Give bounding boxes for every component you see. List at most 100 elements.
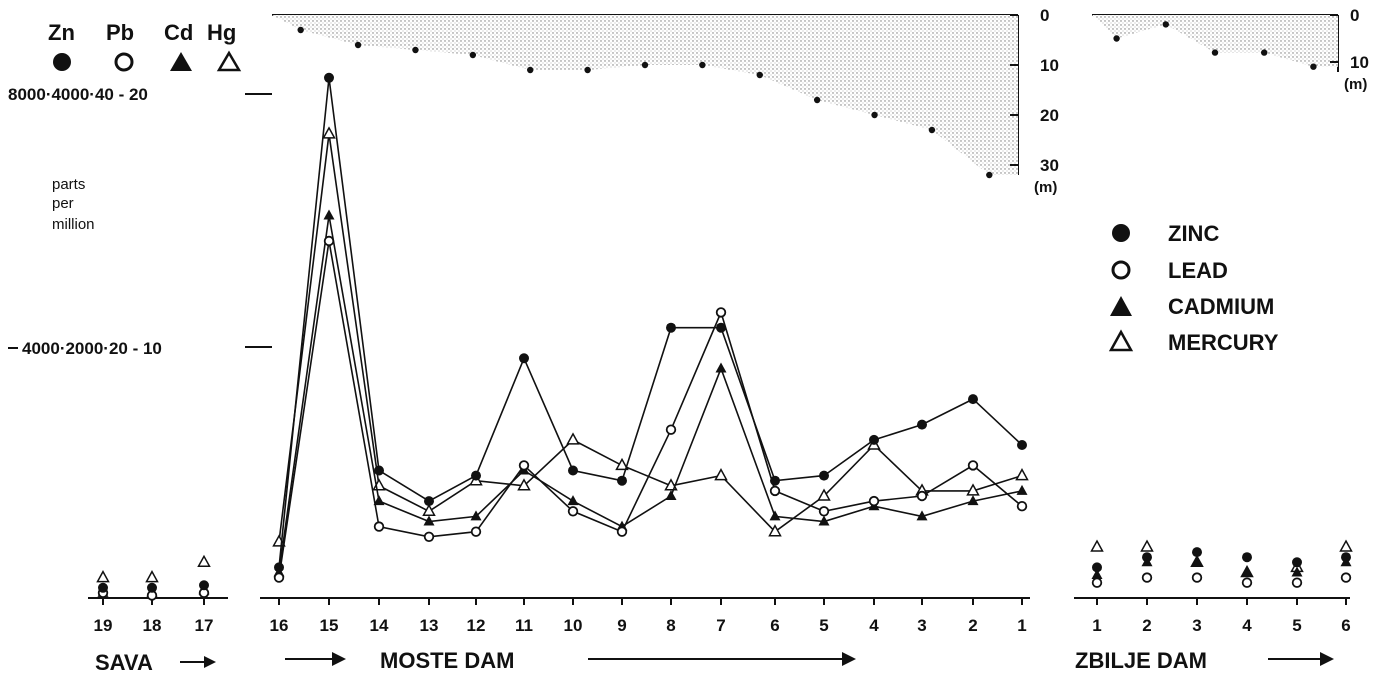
depth-tick-label-moste-0: 0 bbox=[1040, 6, 1049, 25]
group-label-sava: SAVA bbox=[95, 650, 153, 673]
point-cadmium-moste-5 bbox=[818, 515, 830, 526]
x-tick-label-zbilje-6: 6 bbox=[1341, 616, 1350, 635]
y-unit-line-3: million bbox=[52, 216, 95, 233]
point-mercury-sava-18 bbox=[145, 570, 159, 583]
depth-tick-label-zbilje-0: 0 bbox=[1350, 6, 1359, 25]
point-lead-moste-14 bbox=[373, 521, 385, 532]
point-cadmium-moste-15 bbox=[323, 209, 335, 220]
x-tick-label-moste-13: 13 bbox=[420, 616, 439, 635]
line-zinc-moste bbox=[278, 77, 1023, 568]
depth-point-moste-2 bbox=[412, 46, 419, 54]
legend-label-cadmium: CADMIUM bbox=[1168, 294, 1274, 319]
point-lead-zbilje-4 bbox=[1241, 577, 1253, 588]
point-mercury-moste-5 bbox=[817, 488, 831, 501]
depth-tick-label-moste-20: 20 bbox=[1040, 106, 1059, 125]
x-tick-label-zbilje-2: 2 bbox=[1142, 616, 1151, 635]
point-lead-moste-1 bbox=[1016, 501, 1028, 512]
legend-zinc-icon bbox=[1112, 224, 1130, 242]
depth-point-moste-10 bbox=[871, 111, 878, 119]
group-labels: SAVA MOSTE DAM ZBILJE DAM bbox=[95, 648, 1334, 673]
depth-point-zbilje-1 bbox=[1162, 21, 1170, 28]
depth-point-zbilje-4 bbox=[1310, 63, 1317, 70]
depth-point-moste-12 bbox=[986, 171, 993, 179]
x-tick-label-moste-4: 4 bbox=[869, 616, 879, 635]
scale-label-top: 8000·4000·40 - 20 bbox=[8, 85, 148, 104]
point-cadmium-zbilje-5 bbox=[1291, 566, 1303, 577]
point-zinc-moste-14 bbox=[374, 465, 384, 476]
x-tick-label-zbilje-5: 5 bbox=[1292, 616, 1301, 635]
sediment-area-zbilje bbox=[1092, 15, 1338, 67]
point-zinc-moste-3 bbox=[917, 419, 927, 430]
line-mercury-moste bbox=[278, 133, 1023, 542]
arrow-zbilje-icon bbox=[1268, 652, 1334, 666]
depth-point-moste-0 bbox=[297, 26, 304, 34]
depth-point-moste-9 bbox=[813, 96, 821, 104]
scale-label-mid: 4000·2000·20 - 10 bbox=[22, 339, 162, 358]
point-cadmium-moste-6 bbox=[769, 510, 781, 521]
point-mercury-moste-9 bbox=[615, 457, 629, 471]
point-zinc-zbilje-4 bbox=[1242, 552, 1252, 563]
filled-circle-icon bbox=[53, 53, 71, 71]
legend: ZINC LEAD CADMIUM MERCURY bbox=[1108, 221, 1279, 355]
series-lead bbox=[97, 235, 1352, 601]
point-lead-moste-4 bbox=[868, 495, 880, 507]
arrow-moste-end-icon bbox=[588, 652, 856, 666]
symbol-hg: Hg bbox=[207, 20, 236, 45]
depth-point-zbilje-2 bbox=[1211, 49, 1219, 56]
point-mercury-moste-11 bbox=[517, 478, 531, 491]
x-tick-label-moste-2: 2 bbox=[968, 616, 977, 635]
line-cadmium-moste bbox=[278, 215, 1023, 573]
point-lead-moste-9 bbox=[616, 526, 628, 537]
point-lead-moste-3 bbox=[916, 490, 928, 502]
x-tick-label-moste-16: 16 bbox=[270, 616, 289, 635]
point-mercury-moste-7 bbox=[714, 468, 728, 481]
x-tick-label-moste-7: 7 bbox=[716, 616, 725, 635]
point-lead-moste-15 bbox=[323, 235, 335, 247]
point-zinc-moste-11 bbox=[519, 353, 529, 364]
point-cadmium-moste-2 bbox=[967, 495, 979, 506]
point-lead-moste-7 bbox=[715, 307, 727, 318]
depth-point-zbilje-0 bbox=[1113, 35, 1120, 42]
x-tick-label-moste-14: 14 bbox=[370, 616, 389, 635]
point-zinc-moste-12 bbox=[471, 470, 481, 481]
x-axes: 19 18 17 16 15 14 13 12 11 10 9 8 7 6 5 4 3 2 1 1 2 3 4 5 6 bbox=[88, 597, 1351, 635]
depth-point-moste-5 bbox=[584, 66, 591, 74]
x-tick-label-sava-19: 19 bbox=[94, 616, 113, 635]
arrow-moste-start-icon bbox=[285, 652, 346, 666]
point-zinc-zbilje-5 bbox=[1292, 557, 1302, 568]
series-cadmium bbox=[97, 209, 1352, 597]
point-zinc-sava-17 bbox=[199, 580, 209, 591]
point-lead-moste-5 bbox=[818, 506, 830, 517]
legend-cadmium-icon bbox=[1110, 296, 1132, 316]
point-cadmium-moste-1 bbox=[1016, 484, 1028, 495]
point-lead-moste-11 bbox=[518, 460, 530, 471]
point-zinc-sava-19 bbox=[98, 582, 108, 593]
point-cadmium-moste-7 bbox=[715, 362, 727, 373]
point-mercury-moste-13 bbox=[422, 503, 436, 517]
depth-point-moste-6 bbox=[641, 61, 649, 69]
depth-unit-moste: (m) bbox=[1034, 179, 1057, 196]
point-zinc-moste-15 bbox=[324, 72, 334, 83]
y-unit-line-1: parts bbox=[52, 176, 85, 193]
point-zinc-moste-5 bbox=[819, 470, 829, 481]
point-lead-moste-8 bbox=[665, 424, 677, 435]
point-mercury-sava-17 bbox=[197, 554, 211, 568]
depth-point-zbilje-3 bbox=[1261, 49, 1268, 56]
point-cadmium-moste-10 bbox=[567, 495, 579, 506]
legend-label-lead: LEAD bbox=[1168, 258, 1228, 283]
y-unit-line-2: per bbox=[52, 195, 74, 212]
series-layer bbox=[96, 72, 1353, 601]
line-lead-moste bbox=[278, 240, 1023, 578]
point-mercury-zbilje-2 bbox=[1140, 539, 1154, 552]
x-tick-label-zbilje-1: 1 bbox=[1092, 616, 1101, 635]
point-zinc-moste-6 bbox=[770, 475, 780, 486]
point-cadmium-moste-12 bbox=[470, 510, 482, 521]
depth-unit-zbilje: (m) bbox=[1344, 76, 1367, 93]
symbol-cd: Cd bbox=[164, 20, 193, 45]
point-zinc-moste-13 bbox=[424, 496, 434, 507]
x-tick-label-zbilje-4: 4 bbox=[1242, 616, 1252, 635]
open-circle-icon bbox=[114, 52, 134, 72]
x-tick-label-moste-12: 12 bbox=[467, 616, 486, 635]
depth-point-moste-7 bbox=[699, 61, 706, 69]
x-tick-label-moste-8: 8 bbox=[666, 616, 675, 635]
